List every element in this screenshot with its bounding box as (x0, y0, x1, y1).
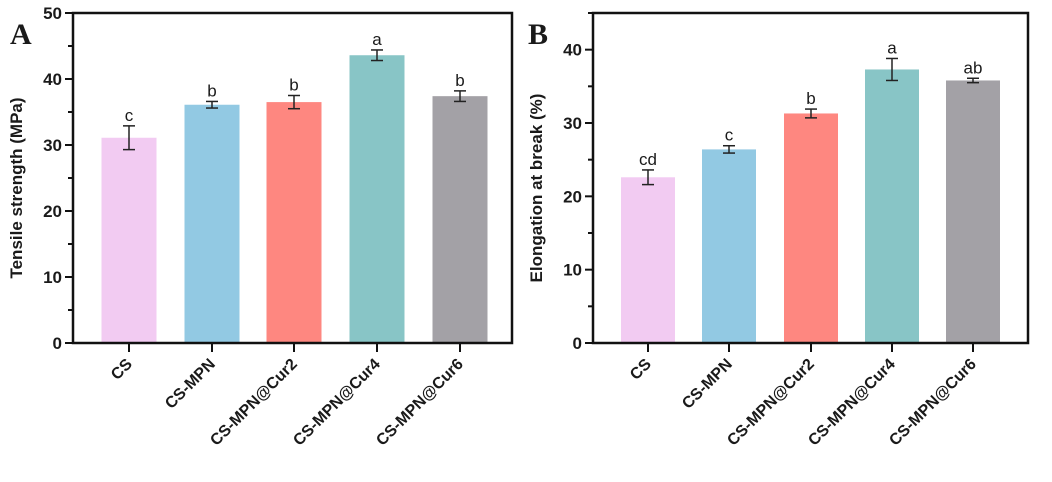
x-tick-label: CS-MPN@Cur6 (373, 356, 467, 450)
y-tick-label: 0 (573, 334, 582, 353)
panel-b: cd CS c CS-MPN b CS-MPN@Cur2 a CS-MPN@Cur4 ab CS-… (527, 11, 1030, 450)
x-tick-label: CS (627, 356, 655, 384)
panel-a: c CS b CS-MPN b CS-MPN@Cur2 a CS-MPN@Cur4 b CS-MP… (7, 4, 514, 450)
significance-label: a (372, 30, 382, 49)
x-tick-label: CS-MPN@Cur6 (886, 356, 980, 450)
bar (349, 55, 405, 344)
y-axis-label: Tensile strength (MPa) (7, 97, 26, 278)
bar (621, 177, 675, 343)
error-bar (642, 169, 654, 186)
y-tick-label: 0 (53, 334, 62, 353)
y-tick-label: 20 (563, 187, 582, 206)
x-tick-label: CS-MPN@Cur4 (805, 356, 899, 450)
x-tick-label: CS (108, 356, 136, 384)
error-bar (288, 94, 300, 110)
y-tick-label: 20 (43, 202, 62, 221)
panel-label: B (528, 18, 548, 51)
significance-label: c (125, 106, 134, 125)
error-bar (723, 144, 735, 154)
significance-label: b (455, 71, 464, 90)
error-bar (886, 57, 898, 82)
y-tick-label: 10 (563, 261, 582, 280)
y-tick-label: 50 (43, 4, 62, 23)
bar (184, 104, 240, 344)
significance-label: ab (964, 58, 983, 77)
y-tick-label: 10 (43, 268, 62, 287)
bar (266, 102, 322, 343)
significance-label: cd (639, 150, 657, 169)
bar (946, 80, 1000, 343)
panel-label: A (10, 18, 32, 51)
significance-label: a (887, 38, 897, 57)
y-tick-label: 40 (43, 70, 62, 89)
error-bar (967, 77, 979, 84)
y-tick-label: 30 (43, 136, 62, 155)
y-axis-label: Elongation at break (%) (527, 94, 546, 283)
y-tick-label: 30 (563, 114, 582, 133)
bar (865, 69, 919, 343)
x-tick-label: CS-MPN@Cur2 (207, 356, 301, 450)
significance-label: b (207, 81, 216, 100)
error-bar (206, 100, 218, 109)
bar (432, 96, 488, 343)
significance-label: c (725, 126, 734, 145)
y-tick-label: 40 (563, 41, 582, 60)
significance-label: b (806, 89, 815, 108)
error-bar (371, 49, 383, 62)
bar (101, 137, 157, 343)
bar (702, 149, 756, 343)
x-tick-label: CS-MPN@Cur4 (290, 356, 384, 450)
significance-label: b (289, 76, 298, 95)
error-bar (805, 108, 817, 119)
bar (784, 113, 838, 343)
error-bar (454, 90, 466, 103)
x-tick-label: CS-MPN (679, 356, 736, 413)
error-bar (123, 125, 135, 151)
x-tick-label: CS-MPN (162, 356, 219, 413)
plot-frame (591, 11, 1030, 345)
x-tick-label: CS-MPN@Cur2 (724, 356, 818, 450)
